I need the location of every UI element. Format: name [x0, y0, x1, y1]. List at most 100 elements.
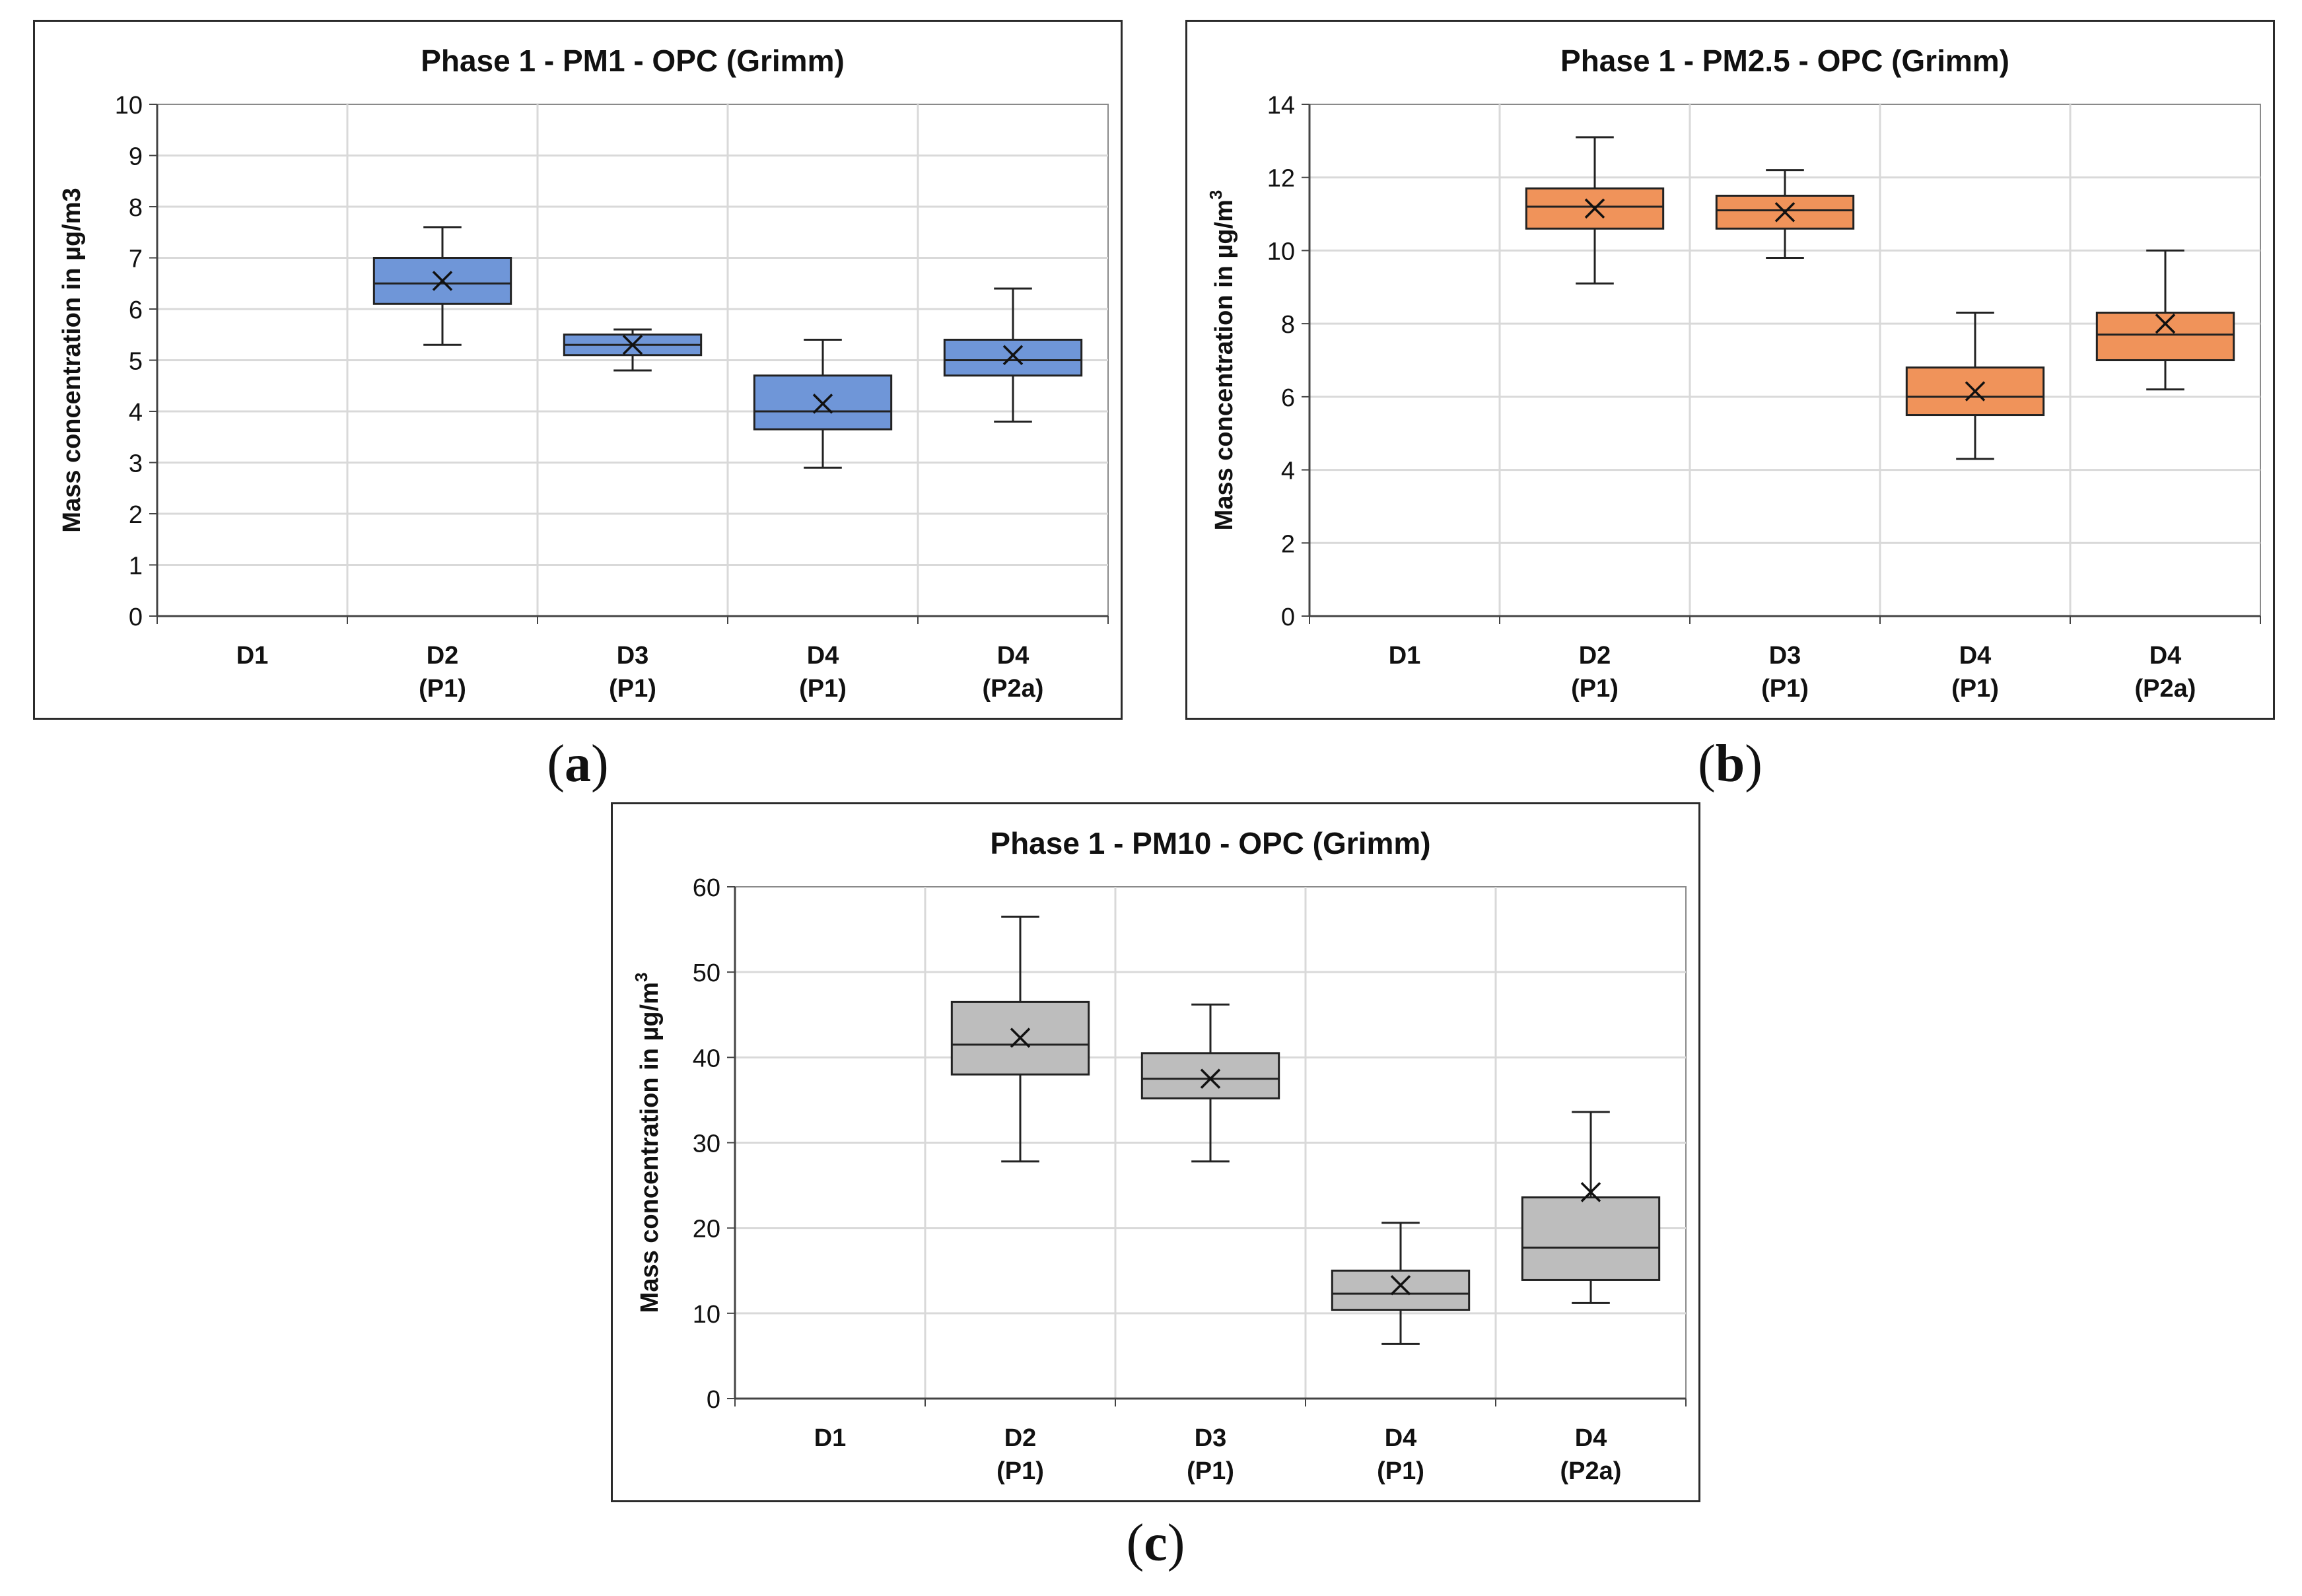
x-category-label: D3 — [617, 642, 649, 670]
chart-svg-c: Phase 1 - PM10 - OPC (Grimm) 0 10 20 30 40 50 6… — [631, 826, 1687, 1485]
mean-marker — [1584, 198, 1605, 219]
box-plot-4 — [753, 339, 893, 469]
y-tick-label: 10 — [1267, 238, 1295, 265]
box-plot-3 — [1715, 169, 1855, 259]
mean-marker-stroke — [622, 335, 643, 355]
mean-marker-stroke — [1580, 1182, 1601, 1202]
box-iqr — [2095, 312, 2235, 361]
x-category-label: D2 — [1579, 642, 1611, 670]
x-category-sublabel: (P1) — [1187, 1457, 1234, 1485]
mean-marker-stroke — [2155, 313, 2176, 334]
x-category-label: D4 — [997, 642, 1029, 670]
y-tick-label: 4 — [129, 399, 143, 427]
x-category-label: D4 — [1959, 642, 1992, 670]
mean-marker-stroke — [1010, 1027, 1031, 1048]
x-category-label: D1 — [1389, 642, 1421, 670]
box-plot-3 — [1140, 1003, 1280, 1163]
mean-marker — [622, 335, 643, 355]
y-tick-label: 9 — [129, 143, 143, 171]
y-tick-label: 30 — [693, 1130, 720, 1158]
y-tick-label: 2 — [1281, 530, 1295, 558]
x-category-label: D3 — [1769, 642, 1801, 670]
chart-panel-c: Phase 1 - PM10 - OPC (Grimm) 0 10 20 30 40 50 6… — [611, 802, 1700, 1502]
x-category-sublabel: (P1) — [609, 675, 656, 703]
y-axis-title: Mass concentration in µg/m3 — [1206, 190, 1238, 531]
mean-marker — [1774, 202, 1796, 223]
subfigure-label-b: (b) — [1698, 735, 1762, 793]
y-axis-title-main: Mass concentration in µg/m3 — [58, 188, 86, 532]
mean-marker-stroke — [1200, 1068, 1221, 1089]
y-tick-label: 2 — [129, 501, 143, 529]
mean-marker-stroke — [432, 271, 453, 291]
x-category-label: D2 — [427, 642, 459, 670]
x-category-sublabel: (P1) — [996, 1457, 1044, 1485]
chart-panel-a: Phase 1 - PM1 - OPC (Grimm) 0 1 2 3 4 5 6 7 8 9 10 D… — [33, 20, 1123, 720]
y-tick-label: 0 — [129, 604, 143, 631]
y-axis-title: Mass concentration in µg/m3 — [631, 973, 664, 1313]
box-plot-4 — [1905, 312, 2045, 460]
y-tick-label: 14 — [1267, 92, 1295, 120]
mean-marker — [1010, 1027, 1031, 1048]
y-tick-label: 0 — [707, 1386, 720, 1414]
box-plot-5 — [2095, 249, 2235, 391]
box-plot-4 — [1331, 1222, 1471, 1345]
mean-marker-stroke — [1965, 381, 1986, 401]
y-tick-label: 0 — [1281, 604, 1295, 631]
box-plot-3 — [563, 328, 703, 372]
chart-title: Phase 1 - PM2.5 - OPC (Grimm) — [1560, 44, 2009, 78]
x-category-label: D3 — [1195, 1424, 1227, 1452]
y-tick-label: 7 — [129, 246, 143, 273]
y-axis-title: Mass concentration in µg/m3 — [58, 188, 86, 532]
y-tick-label: 10 — [693, 1301, 720, 1329]
y-tick-label: 8 — [1281, 311, 1295, 339]
x-category-sublabel: (P1) — [419, 675, 466, 703]
mean-marker — [2155, 313, 2176, 334]
box-plot-2 — [1525, 136, 1665, 285]
mean-marker — [1965, 381, 1986, 401]
y-axis-title-superscript: 3 — [631, 973, 651, 982]
x-category-label: D4 — [2149, 642, 2182, 670]
x-category-label: D4 — [1575, 1424, 1607, 1452]
mean-marker — [1580, 1182, 1601, 1202]
y-tick-label: 5 — [129, 348, 143, 376]
y-tick-label: 6 — [1281, 384, 1295, 412]
subfigure-label-a: (a) — [547, 735, 609, 793]
y-tick-label: 3 — [129, 450, 143, 478]
box-iqr — [1331, 1269, 1471, 1311]
x-category-sublabel: (P2a) — [1560, 1457, 1622, 1485]
y-tick-label: 12 — [1267, 165, 1295, 193]
x-category-sublabel: (P1) — [1571, 675, 1619, 703]
x-category-sublabel: (P1) — [799, 675, 847, 703]
x-category-label: D4 — [807, 642, 839, 670]
mean-marker-stroke — [1002, 345, 1024, 365]
box-plot-5 — [1521, 1111, 1661, 1304]
mean-marker-stroke — [1584, 198, 1605, 219]
chart-panel-b: Phase 1 - PM2.5 - OPC (Grimm) 0 2 4 6 8 10 12 14… — [1185, 20, 2275, 720]
x-category-label: D1 — [236, 642, 269, 670]
box-plot-2 — [372, 226, 512, 346]
x-category-label: D1 — [814, 1424, 847, 1452]
mean-marker-stroke — [812, 394, 833, 414]
y-axis-title-superscript: 3 — [1206, 190, 1226, 199]
chart-svg-a: Phase 1 - PM1 - OPC (Grimm) 0 1 2 3 4 5 6 7 8 9 10 D… — [58, 44, 1109, 703]
y-tick-label: 4 — [1281, 458, 1295, 485]
box-iqr — [943, 339, 1083, 377]
mean-marker-stroke — [1390, 1274, 1411, 1296]
y-tick-label: 10 — [115, 92, 143, 120]
mean-marker-stroke — [1774, 202, 1796, 223]
mean-marker — [812, 394, 833, 414]
y-axis-title-main: Mass concentration in µg/m — [1210, 199, 1238, 530]
chart-svg-b: Phase 1 - PM2.5 - OPC (Grimm) 0 2 4 6 8 10 12 14… — [1206, 44, 2261, 703]
x-category-label: D4 — [1385, 1424, 1417, 1452]
mean-marker — [1002, 345, 1024, 365]
y-tick-label: 1 — [129, 553, 143, 580]
box-plot-2 — [950, 915, 1090, 1163]
x-category-sublabel: (P2a) — [983, 675, 1044, 703]
x-category-sublabel: (P1) — [1951, 675, 1999, 703]
box-iqr — [1140, 1052, 1280, 1099]
y-tick-label: 8 — [129, 194, 143, 222]
x-category-sublabel: (P1) — [1761, 675, 1809, 703]
chart-title: Phase 1 - PM1 - OPC (Grimm) — [421, 44, 845, 78]
mean-marker — [432, 271, 453, 291]
box-iqr — [1715, 194, 1855, 230]
